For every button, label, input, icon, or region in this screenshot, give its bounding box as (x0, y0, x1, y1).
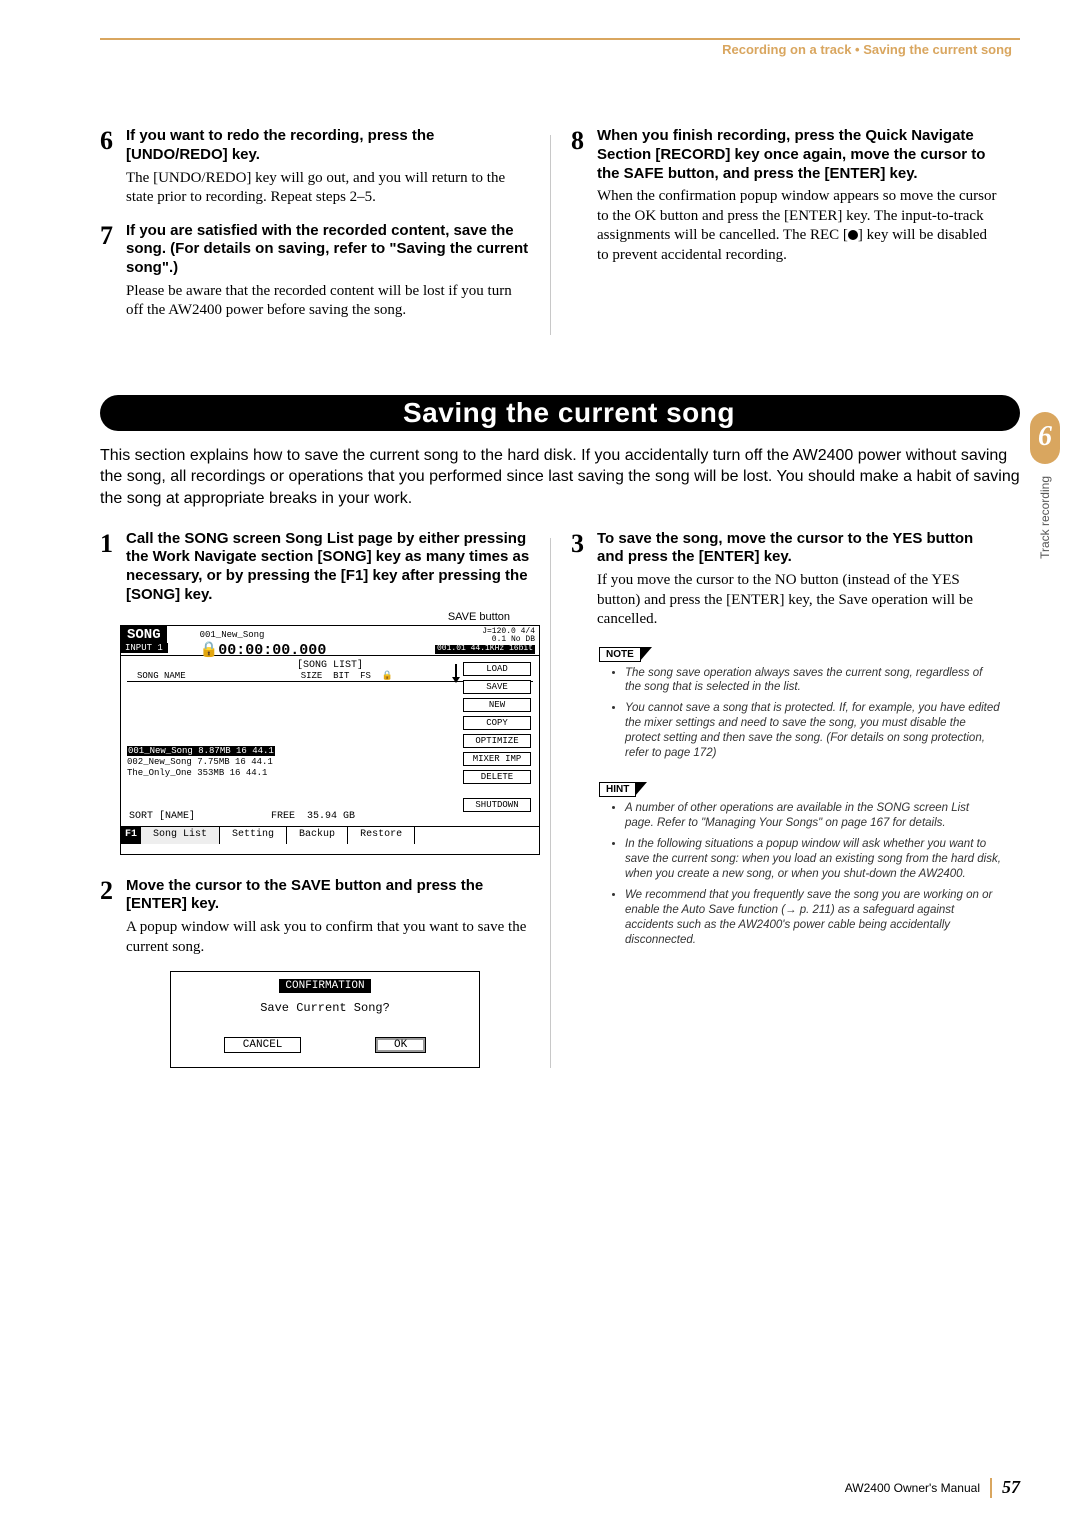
conf-title: CONFIRMATION (279, 979, 370, 993)
ss-row: 001_New_Song 8.87MB 16 44.1 (127, 746, 275, 757)
ss-input-label: INPUT 1 (121, 643, 168, 653)
ss-copy-button: COPY (463, 716, 531, 730)
step-heading: If you want to redo the recording, press… (126, 127, 530, 165)
note-item: You cannot save a song that is protected… (625, 701, 1001, 761)
record-dot-icon (848, 230, 858, 240)
conf-text: Save Current Song? (187, 1001, 463, 1015)
save-button-caption: SAVE button (100, 611, 530, 623)
ss-meta: J=120.0 4/4 0.1 No DB 001.01 44.1KHz 16b… (435, 626, 539, 655)
note-list: The song save operation always saves the… (625, 666, 1001, 762)
column-divider (550, 538, 551, 1069)
ss-song-label: SONG (121, 626, 168, 643)
step-number: 7 (100, 222, 126, 278)
section-banner: Saving the current song (100, 395, 1020, 431)
step-8: 8 When you finish recording, press the Q… (571, 127, 1001, 183)
ss-row: 002_New_Song 7.75MB 16 44.1 (127, 757, 275, 768)
song-list-screenshot: SONG INPUT 1 001_New_Song 🔒00:00:00.000 … (120, 625, 540, 855)
f1-tab: F1 (121, 827, 141, 844)
column-divider (550, 135, 551, 335)
ss-tabs: F1 Song List Setting Backup Restore (121, 826, 539, 844)
step-heading: Call the SONG screen Song List page by e… (126, 530, 530, 605)
section-title: Saving the current song (403, 397, 735, 429)
step-heading: To save the song, move the cursor to the… (597, 530, 1001, 568)
note-label: NOTE (599, 647, 641, 662)
top-steps: 6 If you want to redo the recording, pre… (100, 127, 1020, 335)
ss-mixer-imp-button: MIXER IMP (463, 752, 531, 766)
hint-label: HINT (599, 782, 636, 797)
ss-tab: Setting (220, 827, 287, 844)
ss-optimize-button: OPTIMIZE (463, 734, 531, 748)
step-body: Please be aware that the recorded conten… (126, 282, 530, 321)
hint-item: In the following situations a popup wind… (625, 837, 1001, 882)
step-2: 2 Move the cursor to the SAVE button and… (100, 877, 530, 915)
step-number: 8 (571, 127, 597, 183)
cancel-button: CANCEL (224, 1037, 302, 1053)
step-1: 1 Call the SONG screen Song List page by… (100, 530, 530, 605)
ss-free: FREE 35.94 GB (271, 811, 355, 822)
ss-song-rows: 001_New_Song 8.87MB 16 44.1002_New_Song … (127, 746, 275, 780)
step-7: 7 If you are satisfied with the recorded… (100, 222, 530, 278)
step-body: When the confirmation popup window appea… (597, 187, 1001, 265)
ss-tab: Song List (141, 827, 220, 844)
step-number: 2 (100, 877, 126, 915)
step-6: 6 If you want to redo the recording, pre… (100, 127, 530, 165)
hint-item: We recommend that you frequently save th… (625, 888, 1001, 948)
note-item: The song save operation always saves the… (625, 666, 1001, 696)
step-heading: Move the cursor to the SAVE button and p… (126, 877, 530, 915)
page-number: 57 (1002, 1477, 1020, 1498)
step-number: 3 (571, 530, 597, 568)
main-steps: 1 Call the SONG screen Song List page by… (100, 530, 1020, 1069)
chapter-tab: 6 Track recording (1030, 412, 1060, 559)
step-number: 6 (100, 127, 126, 165)
ss-delete-button: DELETE (463, 770, 531, 784)
ss-load-button: LOAD (463, 662, 531, 676)
ss-tab: Backup (287, 827, 348, 844)
chapter-label: Track recording (1038, 476, 1052, 559)
ss-sort: SORT [NAME] (129, 811, 195, 822)
hint-item: A number of other operations are availab… (625, 801, 1001, 831)
ss-new-button: NEW (463, 698, 531, 712)
section-intro: This section explains how to save the cu… (100, 445, 1020, 510)
breadcrumb: Recording on a track • Saving the curren… (100, 40, 1020, 57)
ss-shutdown-button: SHUTDOWN (463, 798, 531, 812)
ss-row: The_Only_One 353MB 16 44.1 (127, 768, 275, 779)
step-heading: If you are satisfied with the recorded c… (126, 222, 530, 278)
ss-save-button: SAVE (463, 680, 531, 694)
confirmation-dialog: CONFIRMATION Save Current Song? CANCEL O… (170, 971, 480, 1068)
step-body: The [UNDO/REDO] key will go out, and you… (126, 169, 530, 208)
product-name: AW2400 Owner's Manual (845, 1481, 980, 1495)
note-box: NOTE The song save operation always save… (599, 644, 1001, 762)
step-body: If you move the cursor to the NO button … (597, 571, 1001, 630)
ss-time: 001_New_Song 🔒00:00:00.000 (168, 626, 435, 655)
step-3: 3 To save the song, move the cursor to t… (571, 530, 1001, 568)
top-rule (100, 38, 1020, 40)
hint-list: A number of other operations are availab… (625, 801, 1001, 947)
page-footer: AW2400 Owner's Manual 57 (845, 1477, 1020, 1498)
ss-songlist-label: SONG LIST (303, 660, 357, 671)
hint-box: HINT A number of other operations are av… (599, 779, 1001, 947)
ss-buttons: LOAD SAVE NEW COPY OPTIMIZE MIXER IMP DELETE SH… (463, 662, 531, 812)
ss-tab: Restore (348, 827, 415, 844)
step-body: A popup window will ask you to confirm t… (126, 918, 530, 957)
step-number: 1 (100, 530, 126, 605)
ok-button: OK (375, 1037, 426, 1053)
footer-divider (990, 1478, 992, 1498)
banner-bar: Saving the current song (118, 395, 1020, 431)
chapter-number: 6 (1030, 412, 1060, 464)
step-heading: When you finish recording, press the Qui… (597, 127, 1001, 183)
